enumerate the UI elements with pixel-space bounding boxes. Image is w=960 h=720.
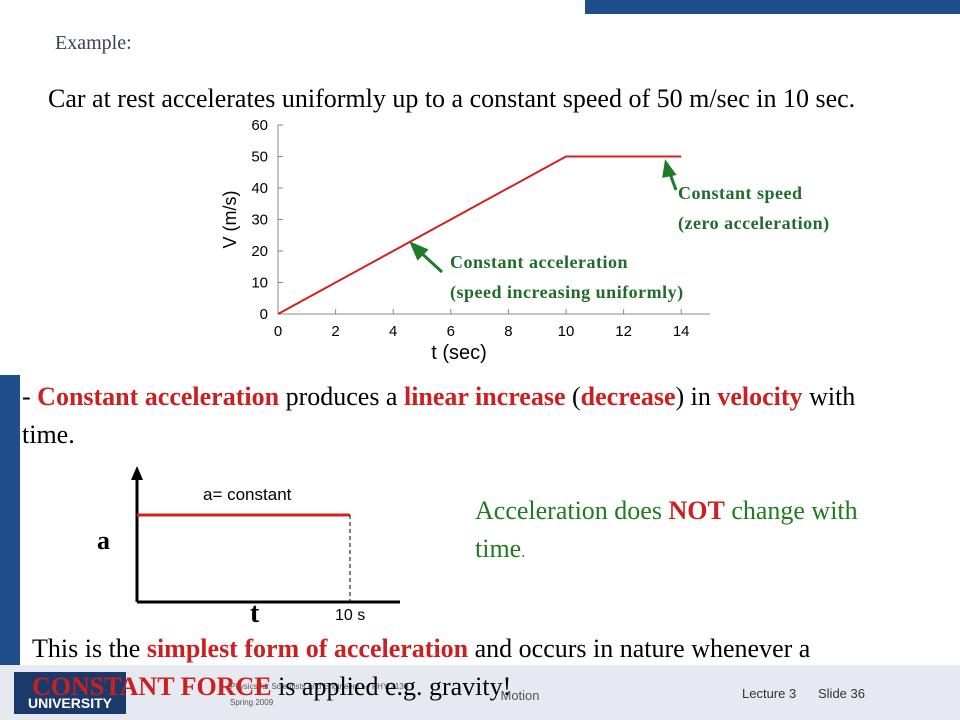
y-tick-label: 60	[251, 117, 268, 134]
annotation-line: Constant acceleration	[450, 252, 628, 272]
slide-number: Slide 36	[818, 686, 865, 701]
term: Spring 2009	[230, 698, 274, 707]
annotation-line: Constant speed	[678, 183, 803, 203]
text-run: decrease	[580, 382, 676, 411]
annotation: Constant speed (zero acceleration)	[678, 178, 830, 238]
course: Physics for Scientists and Engineers — P…	[230, 682, 409, 691]
text-run: is applied e.g. gravity!	[271, 672, 512, 701]
text-run: CONSTANT FORCE	[32, 672, 272, 701]
text-run: (	[565, 382, 581, 411]
statement: - Constant acceleration produces a linea…	[22, 378, 902, 454]
logo-box	[14, 672, 126, 714]
text-run: and occurs in nature whenever a	[468, 634, 811, 663]
curve-label: a= constant	[203, 485, 292, 504]
text-run: Constant acceleration	[37, 382, 280, 411]
text-run: Acceleration does	[475, 496, 669, 525]
footer-band	[0, 665, 960, 720]
top-bar	[585, 0, 960, 14]
text-run: produces a	[279, 382, 404, 411]
text-run: NOT	[668, 496, 725, 525]
y-tick-label: 10	[251, 275, 268, 292]
annotation-line: (zero acceleration)	[678, 213, 830, 233]
x-tick-label: 0	[274, 323, 282, 340]
x-tick-label: 12	[615, 323, 632, 340]
conclusion: This is the simplest form of acceleratio…	[32, 630, 932, 706]
arrow-head	[131, 466, 143, 480]
text-run: linear increase	[403, 382, 566, 411]
accel-graph: a= constant 10 s a t	[97, 466, 400, 629]
x-tick-label: 10	[558, 323, 575, 340]
y-tick-label: 30	[251, 212, 268, 229]
y-tick-label: 50	[251, 149, 268, 166]
topic: Motion	[500, 688, 539, 703]
x-label: t	[250, 598, 260, 629]
x-tick-label: 14	[673, 323, 690, 340]
example-label: Example:	[55, 32, 132, 54]
y-tick-label: 40	[251, 180, 268, 197]
data-line	[277, 155, 682, 315]
text-run: velocity	[717, 382, 803, 411]
x-tick-label: 2	[331, 323, 339, 340]
text-run: -	[22, 382, 38, 411]
accel-note: Acceleration does NOT change with time.	[475, 492, 905, 572]
text-run: with time.	[22, 382, 856, 449]
lecture: Lecture 3	[742, 686, 796, 701]
y-tick-label: 20	[251, 243, 268, 260]
end-label: 10 s	[335, 607, 365, 624]
arrow-head	[409, 241, 429, 261]
text-run: This is the	[32, 634, 147, 663]
text-run: simplest form of acceleration	[146, 634, 469, 663]
y-label: a	[97, 526, 110, 555]
x-axis-label: t (sec)	[431, 342, 487, 364]
arrow-head	[662, 159, 677, 178]
x-tick-label: 8	[504, 323, 512, 340]
annotation: Constant acceleration (speed increasing u…	[450, 247, 684, 307]
logo: UNIVERSITY	[28, 695, 113, 711]
y-tick-label: 0	[260, 306, 268, 323]
x-tick-label: 6	[447, 323, 455, 340]
arrows	[409, 159, 678, 274]
y-axis-label: V (m/s)	[220, 191, 240, 249]
annotation-line: (speed increasing uniformly)	[450, 282, 684, 302]
intro: Car at rest accelerates uniformly up to …	[48, 84, 856, 113]
text-run: change with time	[475, 496, 858, 563]
text-run: .	[521, 544, 526, 561]
x-tick-label: 4	[389, 323, 397, 340]
text-run: ) in	[675, 382, 718, 411]
side-bar	[0, 375, 20, 665]
